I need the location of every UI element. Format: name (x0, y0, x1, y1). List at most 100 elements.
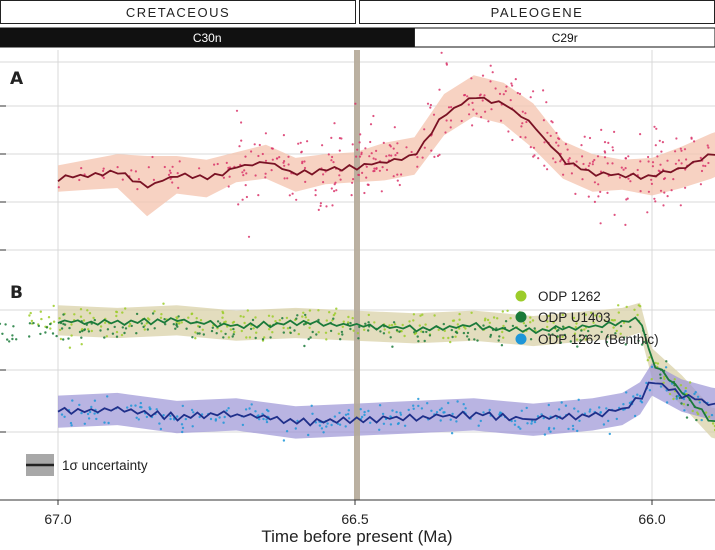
panel-a-point (136, 188, 139, 191)
odp-1262-point (307, 318, 310, 322)
panel-a-point (78, 178, 81, 182)
panel-a-point (257, 194, 260, 197)
odp-1262-point (458, 312, 461, 316)
panel-a-point (222, 176, 225, 179)
panel-a-point (392, 175, 395, 178)
panel-a-point (699, 183, 703, 186)
odp-u1403-point (153, 327, 156, 330)
benthic-point (560, 401, 563, 404)
odp-1262-point (239, 315, 242, 318)
benthic-point (659, 385, 663, 388)
panel-a-point (471, 124, 474, 127)
odp-1262-point (496, 317, 499, 320)
odp-u1403-point (11, 337, 14, 341)
benthic-point (134, 404, 137, 407)
benthic-point (265, 418, 268, 421)
panel-a-point (374, 158, 377, 161)
x-tick-label: 67.0 (44, 511, 71, 527)
odp-u1403-point (466, 335, 469, 338)
panel-a-point (250, 150, 253, 153)
odp-1262-point (610, 318, 614, 322)
panel-a-point (352, 178, 355, 181)
odp-1262-point (636, 313, 639, 317)
panel-a-point (121, 178, 124, 181)
odp-1262-point (58, 317, 61, 320)
benthic-point (325, 425, 328, 428)
panel-a-point (247, 235, 251, 238)
panel-a-point (700, 169, 704, 173)
panel-a-point (679, 147, 682, 150)
odp-u1403-point (68, 326, 71, 330)
odp-u1403-point (680, 402, 683, 405)
odp-1262-point (242, 315, 245, 318)
panel-a-point (325, 205, 328, 208)
benthic-point (530, 422, 533, 425)
panel-a-point (651, 165, 655, 168)
odp-u1403-point (659, 373, 662, 376)
odp-u1403-point (303, 344, 306, 348)
panel-a-point (303, 160, 306, 163)
benthic-point (63, 415, 66, 418)
benthic-smoothed-line (57, 381, 715, 427)
benthic-point (158, 422, 161, 425)
odp-u1403-point (135, 332, 138, 335)
panel-a-point (398, 183, 401, 187)
panel-a-point (622, 168, 625, 171)
odp-u1403-point (135, 312, 139, 316)
chron-bar: C30nC29rC29n (0, 27, 715, 48)
odp-1262-point (231, 321, 235, 324)
benthic-point (698, 401, 701, 404)
panel-a-point (666, 159, 669, 162)
odp-1262-point (115, 310, 119, 314)
panel-a-point (521, 122, 524, 125)
odp-1262-point (39, 310, 42, 313)
benthic-point (285, 430, 289, 433)
odp-1262-point (546, 320, 549, 323)
odp-1262-point (79, 315, 83, 318)
odp-u1403-point (454, 330, 458, 334)
benthic-point (71, 399, 74, 402)
benthic-point (244, 408, 248, 411)
benthic-point (222, 421, 225, 424)
benthic-point (93, 412, 96, 415)
panel-a-point (657, 169, 660, 172)
odp-1262-point (615, 329, 618, 333)
odp-1262-point (263, 336, 266, 339)
odp-1262-point (328, 311, 331, 314)
panel-a-point (271, 147, 274, 150)
panel-a-point (618, 176, 622, 179)
panel-a-point (369, 123, 373, 126)
odp-1262-point (575, 338, 579, 341)
panel-a-point (330, 159, 333, 162)
benthic-point (576, 429, 579, 433)
odp-1262-point (308, 309, 312, 312)
odp-1262-point (73, 313, 76, 316)
panel-a-point (463, 93, 467, 97)
odp-u1403-point (62, 313, 65, 316)
odp-u1403-point (251, 318, 255, 322)
panel-a-uncertainty-band (58, 75, 715, 217)
panel-a-point (537, 157, 540, 160)
odp-u1403-point (198, 325, 201, 329)
benthic-point (126, 406, 129, 409)
odp-u1403-point (317, 318, 320, 322)
benthic-point (367, 409, 370, 413)
panel-a-point (275, 157, 278, 160)
panel-a-point (80, 167, 83, 170)
benthic-point (93, 399, 97, 402)
panel-a-point (171, 165, 174, 168)
odp-1262-point (81, 328, 84, 331)
panel-a-point (297, 142, 300, 145)
benthic-point (218, 416, 221, 419)
panel-a-point (650, 178, 653, 181)
odp-u1403-point (329, 329, 333, 333)
benthic-point (622, 403, 625, 406)
odp-1262-point (575, 322, 578, 325)
panel-a-point (505, 85, 508, 88)
odp-u1403-point (358, 325, 361, 329)
odp-u1403-point (51, 332, 55, 335)
panel-a-point (283, 164, 286, 167)
odp-u1403-point (124, 327, 128, 330)
panel-a-point (333, 122, 336, 125)
chron-label-c30n: C30n (193, 31, 222, 45)
